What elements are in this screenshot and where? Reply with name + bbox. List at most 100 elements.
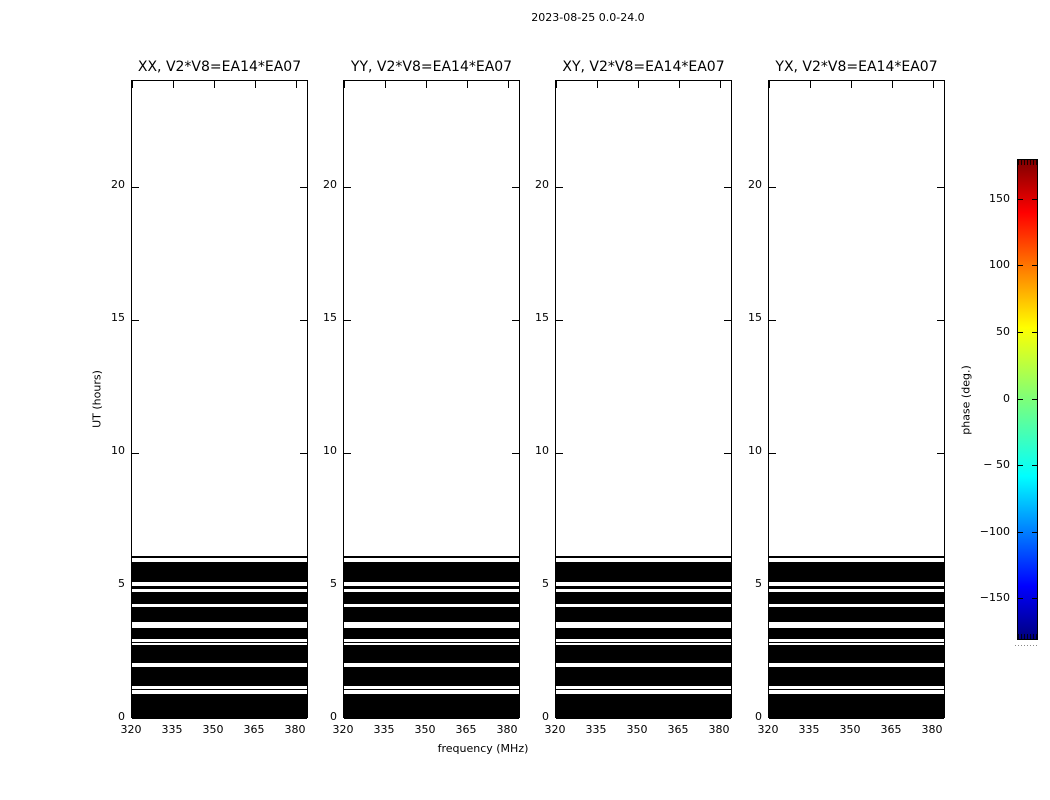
colorbar-bottom-hatch	[1018, 634, 1037, 639]
scan-band	[556, 641, 731, 643]
y-tick-label: 10	[535, 444, 549, 457]
scan-band	[769, 627, 944, 639]
x-tick	[385, 81, 386, 88]
colorbar-tick-label: − 50	[983, 458, 1010, 471]
x-tick	[810, 81, 811, 88]
y-tick	[769, 453, 776, 454]
figure-title: 2023-08-25 0.0-24.0	[531, 11, 645, 24]
scan-band	[556, 627, 731, 639]
colorbar-tick	[1032, 399, 1037, 400]
y-tick-label: 0	[755, 710, 762, 723]
colorbar-tick	[1032, 598, 1037, 599]
scan-band	[344, 592, 519, 604]
x-tick	[255, 81, 256, 88]
panel-YX: YX, V2*V8=EA14*EA07	[768, 60, 945, 719]
x-tick-label: 320	[544, 723, 566, 736]
y-tick	[937, 320, 944, 321]
x-tick	[132, 81, 133, 88]
panel-title: YY, V2*V8=EA14*EA07	[350, 59, 513, 75]
scan-band	[769, 641, 944, 643]
x-tick	[597, 81, 598, 88]
y-tick	[300, 320, 307, 321]
x-tick-label: 365	[880, 723, 902, 736]
colorbar-tick	[1032, 465, 1037, 466]
y-tick	[512, 320, 519, 321]
colorbar-tick	[1018, 199, 1023, 200]
scan-band	[344, 585, 519, 589]
x-tick	[851, 81, 852, 88]
y-tick	[300, 187, 307, 188]
colorbar-tick-label: 50	[996, 325, 1010, 338]
x-tick-label: 350	[414, 723, 436, 736]
x-tick-label: 320	[757, 723, 779, 736]
scan-band	[769, 666, 944, 686]
y-tick-label: 0	[330, 710, 337, 723]
y-tick-label: 0	[542, 710, 549, 723]
colorbar-underline-dots	[1015, 645, 1039, 646]
panel-XX: XX, V2*V8=EA14*EA07	[131, 60, 308, 719]
y-tick-label: 5	[542, 577, 549, 590]
y-tick	[724, 320, 731, 321]
x-tick	[426, 81, 427, 88]
scan-band	[132, 607, 307, 623]
x-tick	[679, 81, 680, 88]
x-tick-label: 380	[708, 723, 730, 736]
y-tick	[937, 187, 944, 188]
scan-band	[344, 627, 519, 639]
scan-band	[132, 689, 307, 691]
colorbar-tick	[1018, 598, 1023, 599]
panel-title: XY, V2*V8=EA14*EA07	[562, 59, 725, 75]
y-tick-label: 20	[111, 178, 125, 191]
scan-band	[132, 627, 307, 639]
x-tick	[508, 81, 509, 88]
panel-YY: YY, V2*V8=EA14*EA07	[343, 60, 520, 719]
scan-band	[344, 689, 519, 691]
x-tick	[720, 81, 721, 88]
x-tick-label: 320	[332, 723, 354, 736]
y-tick-label: 10	[748, 444, 762, 457]
y-tick	[132, 453, 139, 454]
x-tick-label: 380	[496, 723, 518, 736]
y-tick	[556, 320, 563, 321]
y-tick-label: 5	[118, 577, 125, 590]
colorbar-tick	[1018, 332, 1023, 333]
x-tick-label: 380	[921, 723, 943, 736]
scan-band	[556, 666, 731, 686]
colorbar-tick-label: 0	[1003, 392, 1010, 405]
x-tick-label: 335	[585, 723, 607, 736]
y-tick	[724, 453, 731, 454]
y-tick	[512, 453, 519, 454]
scan-band	[132, 645, 307, 664]
x-tick	[173, 81, 174, 88]
scan-band	[132, 562, 307, 582]
y-tick	[344, 320, 351, 321]
colorbar-tick	[1032, 265, 1037, 266]
scan-band	[132, 666, 307, 686]
scan-band	[556, 556, 731, 558]
colorbar-tick	[1018, 265, 1023, 266]
x-tick-label: 350	[839, 723, 861, 736]
scan-band	[556, 693, 731, 719]
y-tick	[344, 187, 351, 188]
colorbar-tick	[1018, 532, 1023, 533]
y-tick	[769, 187, 776, 188]
colorbar-tick	[1032, 332, 1037, 333]
y-tick-label: 20	[323, 178, 337, 191]
scan-band	[556, 689, 731, 691]
y-tick	[132, 187, 139, 188]
panel-title: YX, V2*V8=EA14*EA07	[775, 59, 938, 75]
y-tick-label: 10	[111, 444, 125, 457]
colorbar-tick	[1018, 399, 1023, 400]
colorbar-tick-label: −100	[979, 525, 1010, 538]
colorbar-tick	[1032, 532, 1037, 533]
panel-XY: XY, V2*V8=EA14*EA07	[555, 60, 732, 719]
scan-band	[132, 585, 307, 589]
x-tick	[892, 81, 893, 88]
y-tick-label: 15	[748, 311, 762, 324]
scan-band	[556, 645, 731, 664]
scan-band	[132, 556, 307, 558]
scan-band	[769, 585, 944, 589]
y-tick-label: 0	[118, 710, 125, 723]
scan-band	[769, 607, 944, 623]
